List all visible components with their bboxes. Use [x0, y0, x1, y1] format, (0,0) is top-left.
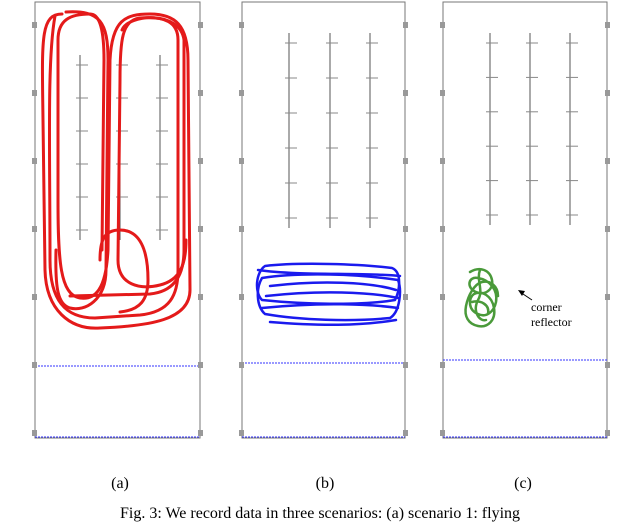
axis-marker — [32, 158, 37, 164]
panel-label: (c) — [514, 475, 532, 492]
axis-marker — [403, 362, 408, 368]
trajectory-b — [255, 262, 402, 327]
axis-marker — [440, 294, 445, 300]
axis-marker — [239, 294, 244, 300]
trajectory-a — [40, 10, 192, 330]
axis-marker — [403, 158, 408, 164]
axis-marker — [605, 294, 610, 300]
axis-marker — [239, 430, 244, 436]
axis-marker — [198, 22, 203, 28]
axis-marker — [239, 226, 244, 232]
axis-marker — [440, 226, 445, 232]
axis-marker — [198, 226, 203, 232]
axis-marker — [403, 430, 408, 436]
axis-marker — [32, 294, 37, 300]
axis-marker — [32, 226, 37, 232]
axis-marker — [198, 158, 203, 164]
caption: Fig. 3: We record data in three scenario… — [120, 505, 520, 522]
axis-marker — [239, 158, 244, 164]
axis-marker — [403, 22, 408, 28]
axis-marker — [440, 430, 445, 436]
annotation-arrow — [518, 290, 533, 301]
axis-marker — [198, 430, 203, 436]
axis-marker — [605, 22, 610, 28]
panel-label: (a) — [111, 475, 129, 492]
axis-marker — [403, 90, 408, 96]
axis-marker — [403, 226, 408, 232]
axis-marker — [198, 362, 203, 368]
axis-marker — [605, 226, 610, 232]
axis-marker — [605, 90, 610, 96]
axis-marker — [198, 294, 203, 300]
axis-marker — [605, 158, 610, 164]
axis-marker — [198, 90, 203, 96]
axis-marker — [440, 22, 445, 28]
axis-marker — [239, 22, 244, 28]
axis-marker — [32, 430, 37, 436]
annotation-line: corner — [531, 300, 562, 314]
axis-marker — [32, 22, 37, 28]
axis-marker — [32, 90, 37, 96]
panel-frame — [442, 1, 608, 439]
axis-marker — [32, 362, 37, 368]
panel-label: (b) — [316, 475, 335, 492]
panel-frame — [241, 1, 406, 439]
axis-marker — [440, 90, 445, 96]
axis-marker — [440, 158, 445, 164]
axis-marker — [605, 430, 610, 436]
axis-marker — [403, 294, 408, 300]
panel-frame — [34, 1, 201, 439]
annotation-line: reflector — [531, 315, 572, 329]
axis-marker — [440, 362, 445, 368]
axis-marker — [239, 362, 244, 368]
trajectory-c — [464, 268, 500, 328]
axis-marker — [239, 90, 244, 96]
axis-marker — [605, 362, 610, 368]
